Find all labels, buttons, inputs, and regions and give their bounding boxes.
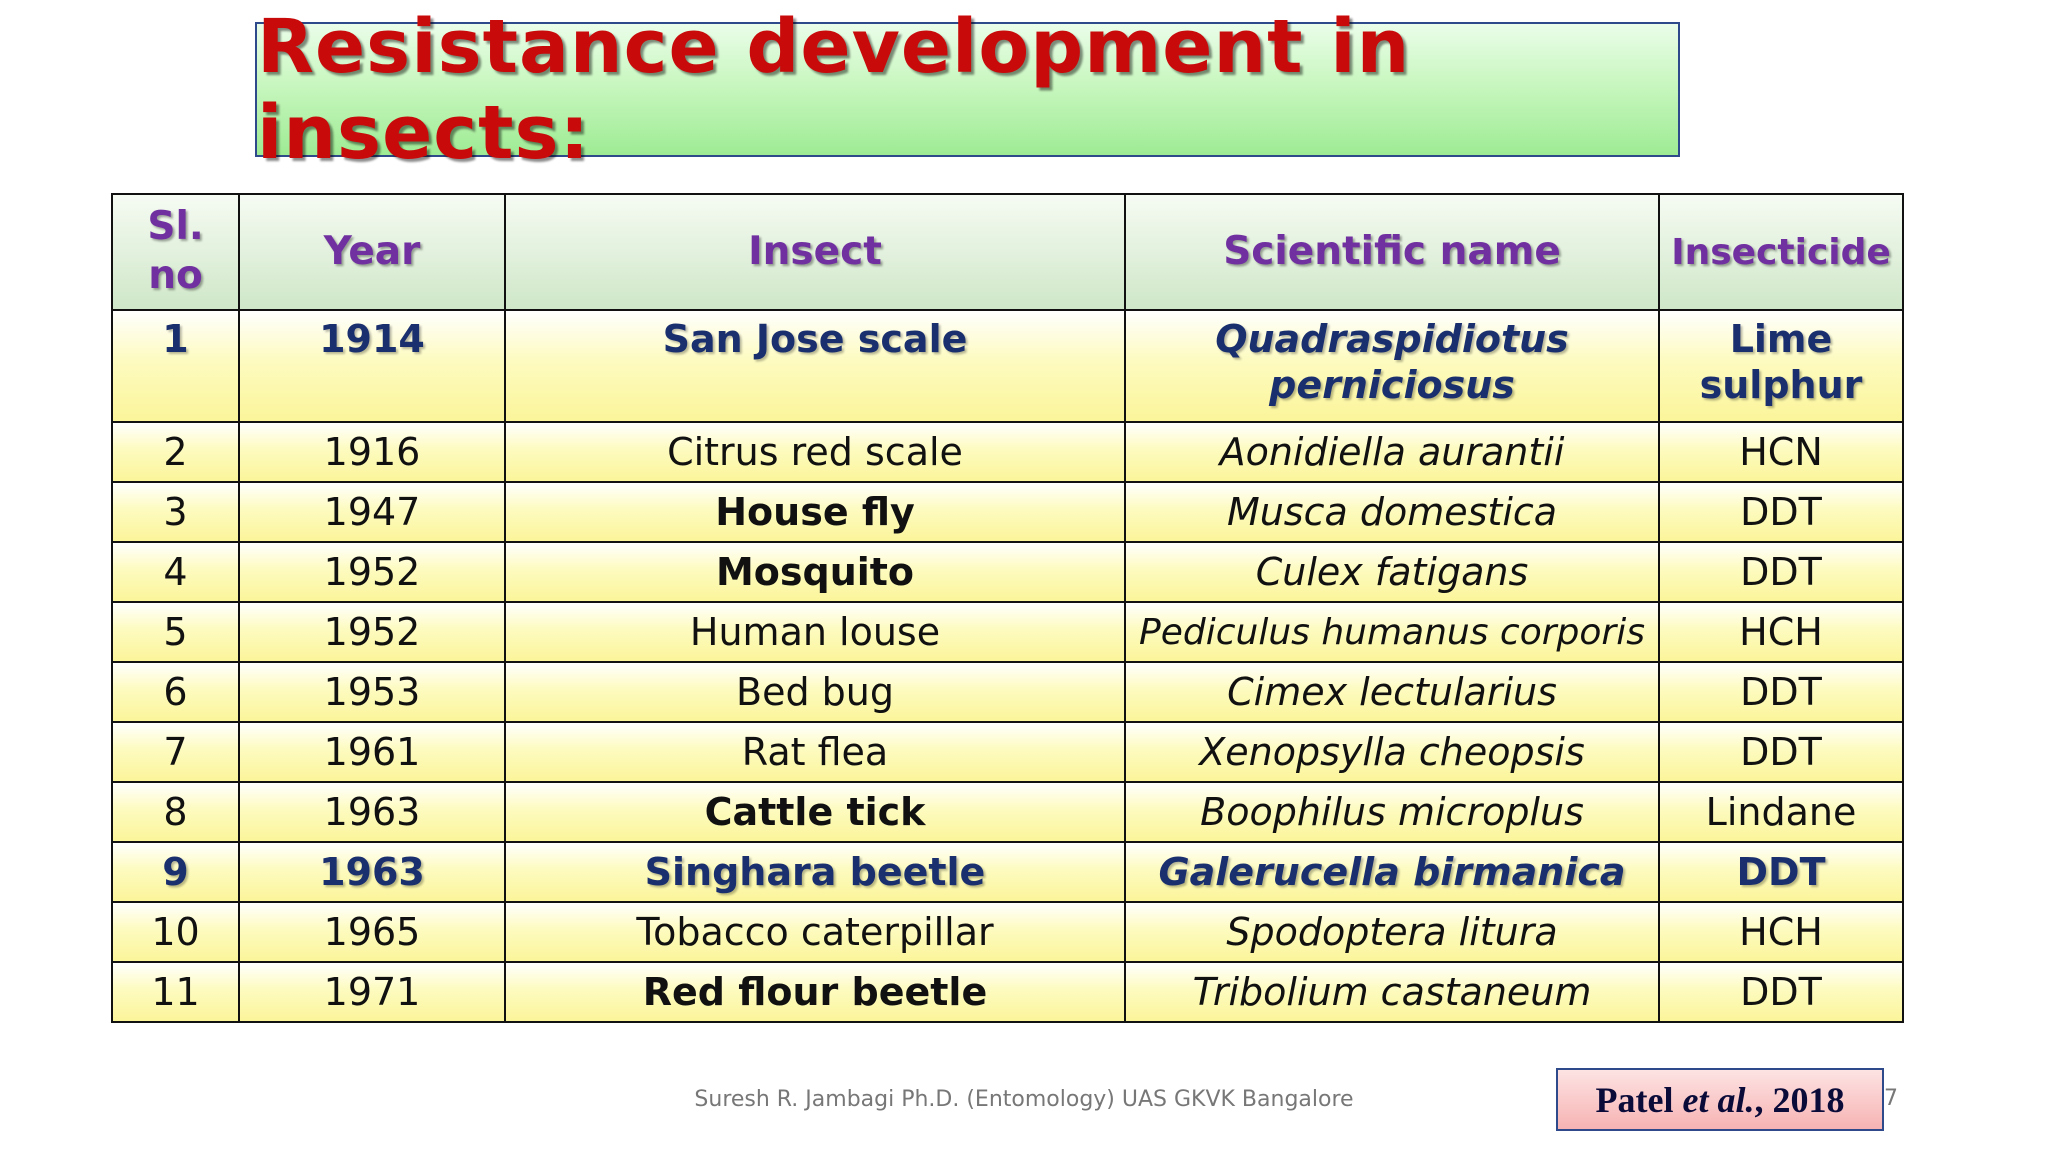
cell-sl-no: 10 xyxy=(111,901,240,963)
cell-insect: House fly xyxy=(504,481,1126,543)
cell-insecticide: DDT xyxy=(1658,961,1904,1023)
cell-insecticide: Lindane xyxy=(1658,781,1904,843)
header-insecticide: Insecticide xyxy=(1658,193,1904,311)
table-row: 7 1961 Rat flea Xenopsylla cheopsis DDT xyxy=(111,721,1904,783)
table-row: 9 1963 Singhara beetle Galerucella birma… xyxy=(111,841,1904,903)
cell-year: 1963 xyxy=(238,841,506,903)
cell-scientific-name: Musca domestica xyxy=(1124,481,1660,543)
cell-insect: Citrus red scale xyxy=(504,421,1126,483)
citation-etal: et al. xyxy=(1682,1079,1755,1120)
cell-year: 1963 xyxy=(238,781,506,843)
cell-insecticide: DDT xyxy=(1658,541,1904,603)
cell-scientific-name: Culex fatigans xyxy=(1124,541,1660,603)
cell-scientific-name: Pediculus humanus corporis xyxy=(1124,601,1660,663)
cell-year: 1952 xyxy=(238,541,506,603)
cell-year: 1952 xyxy=(238,601,506,663)
cell-insecticide: DDT xyxy=(1658,721,1904,783)
cell-year: 1916 xyxy=(238,421,506,483)
cell-year: 1914 xyxy=(238,309,506,423)
table-row: 6 1953 Bed bug Cimex lectularius DDT xyxy=(111,661,1904,723)
cell-insect: Cattle tick xyxy=(504,781,1126,843)
header-year: Year xyxy=(238,193,506,311)
cell-sl-no: 11 xyxy=(111,961,240,1023)
cell-scientific-name: Xenopsylla cheopsis xyxy=(1124,721,1660,783)
cell-insect: San Jose scale xyxy=(504,309,1126,423)
cell-sl-no: 4 xyxy=(111,541,240,603)
table-row: 2 1916 Citrus red scale Aonidiella auran… xyxy=(111,421,1904,483)
resistance-table: Sl. no Year Insect Scientific name Insec… xyxy=(111,193,1904,1023)
cell-sl-no: 8 xyxy=(111,781,240,843)
cell-sl-no: 6 xyxy=(111,661,240,723)
cell-scientific-name: Spodoptera litura xyxy=(1124,901,1660,963)
cell-scientific-name: Boophilus microplus xyxy=(1124,781,1660,843)
header-insect: Insect xyxy=(504,193,1126,311)
cell-insect: Bed bug xyxy=(504,661,1126,723)
cell-scientific-name: Quadraspidiotus perniciosus xyxy=(1124,309,1660,423)
cell-scientific-name: Galerucella birmanica xyxy=(1124,841,1660,903)
footer-credit: Suresh R. Jambagi Ph.D. (Entomology) UAS… xyxy=(694,1087,1354,1112)
cell-scientific-name: Tribolium castaneum xyxy=(1124,961,1660,1023)
header-scientific-name: Scientific name xyxy=(1124,193,1660,311)
table-row: 10 1965 Tobacco caterpillar Spodoptera l… xyxy=(111,901,1904,963)
table-row: 11 1971 Red flour beetle Tribolium casta… xyxy=(111,961,1904,1023)
cell-scientific-name: Cimex lectularius xyxy=(1124,661,1660,723)
cell-insecticide: DDT xyxy=(1658,841,1904,903)
cell-insect: Tobacco caterpillar xyxy=(504,901,1126,963)
cell-sl-no: 3 xyxy=(111,481,240,543)
cell-insecticide: HCH xyxy=(1658,601,1904,663)
cell-sl-no: 7 xyxy=(111,721,240,783)
cell-insecticide: HCH xyxy=(1658,901,1904,963)
cell-year: 1947 xyxy=(238,481,506,543)
header-sl-no: Sl. no xyxy=(111,193,240,311)
cell-year: 1953 xyxy=(238,661,506,723)
table-row: 3 1947 House fly Musca domestica DDT xyxy=(111,481,1904,543)
table-header-row: Sl. no Year Insect Scientific name Insec… xyxy=(111,193,1904,311)
cell-insect: Mosquito xyxy=(504,541,1126,603)
title-banner: Resistance development in insects: xyxy=(255,4,1680,176)
citation-box: Patel et al., 2018 xyxy=(1556,1068,1884,1131)
cell-insect: Singhara beetle xyxy=(504,841,1126,903)
citation-author: Patel xyxy=(1595,1079,1674,1120)
table-row: 1 1914 San Jose scale Quadraspidiotus pe… xyxy=(111,309,1904,423)
table-row: 4 1952 Mosquito Culex fatigans DDT xyxy=(111,541,1904,603)
cell-year: 1965 xyxy=(238,901,506,963)
cell-sl-no: 5 xyxy=(111,601,240,663)
cell-insecticide: Lime sulphur xyxy=(1658,309,1904,423)
cell-year: 1971 xyxy=(238,961,506,1023)
cell-sl-no: 1 xyxy=(111,309,240,423)
cell-sl-no: 2 xyxy=(111,421,240,483)
table-row: 5 1952 Human louse Pediculus humanus cor… xyxy=(111,601,1904,663)
citation-year: , 2018 xyxy=(1754,1079,1845,1120)
slide-title: Resistance development in insects: xyxy=(257,3,1411,176)
cell-insect: Red flour beetle xyxy=(504,961,1126,1023)
table-row: 8 1963 Cattle tick Boophilus microplus L… xyxy=(111,781,1904,843)
cell-insecticide: HCN xyxy=(1658,421,1904,483)
cell-insect: Human louse xyxy=(504,601,1126,663)
cell-sl-no: 9 xyxy=(111,841,240,903)
page-number: 7 xyxy=(1884,1086,1898,1111)
cell-insecticide: DDT xyxy=(1658,481,1904,543)
cell-insecticide: DDT xyxy=(1658,661,1904,723)
cell-insect: Rat flea xyxy=(504,721,1126,783)
cell-scientific-name: Aonidiella aurantii xyxy=(1124,421,1660,483)
cell-year: 1961 xyxy=(238,721,506,783)
